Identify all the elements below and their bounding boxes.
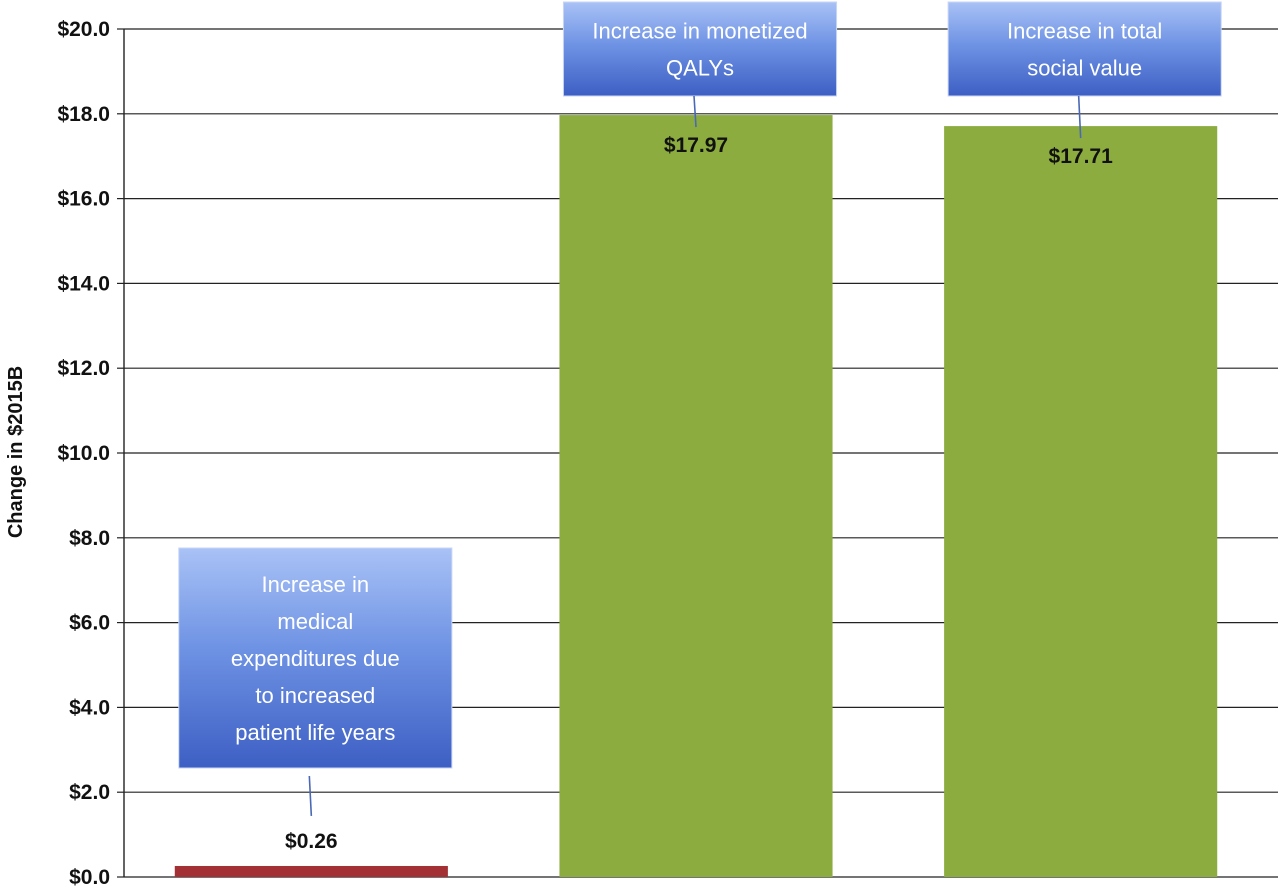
callouts: Increase in medical expenditures due to inc… — [178, 1, 1222, 817]
callout-text-line: patient life years — [235, 720, 395, 745]
y-tick-label: $14.0 — [57, 272, 110, 295]
callout-text-line: social value — [1027, 56, 1142, 81]
y-tick-label: $20.0 — [57, 18, 110, 41]
y-tick-label: $12.0 — [57, 357, 110, 380]
y-tick-label: $4.0 — [69, 696, 110, 719]
y-tick-label: $8.0 — [69, 527, 110, 550]
callout-text-line: QALYs — [666, 56, 734, 81]
y-tick-label: $6.0 — [69, 612, 110, 635]
callout-text-line: Increase in — [262, 572, 370, 597]
y-axis: $0.0 $2.0 $4.0 $6.0 $8.0 $10.0 $12.0 $14.0 $16.0… — [57, 18, 125, 889]
callout-text-line: medical — [277, 609, 353, 634]
callout-box-1 — [178, 547, 453, 769]
bars — [174, 115, 1218, 877]
data-labels: $0.26 $17.97 $17.71 — [285, 134, 1113, 853]
bar-2 — [559, 115, 833, 877]
callout-box-2 — [562, 1, 838, 97]
callout-box-3 — [947, 1, 1222, 97]
y-tick-label: $10.0 — [57, 442, 110, 465]
y-axis-title: Change in $2015B — [5, 366, 27, 538]
callout-text-line: Increase in total — [1007, 19, 1162, 44]
callout-connector-2 — [693, 95, 697, 128]
callout-text-line: Increase in monetized — [592, 19, 807, 44]
bar-1 — [174, 865, 448, 877]
y-tick-label: $0.0 — [69, 866, 110, 889]
y-tick-label: $16.0 — [57, 188, 110, 211]
bar-3 — [944, 126, 1218, 877]
callout-text-line: expenditures due — [231, 646, 400, 671]
data-label-3: $17.71 — [1049, 145, 1114, 168]
data-label-1: $0.26 — [285, 830, 338, 853]
callout-connector-3 — [1077, 95, 1082, 139]
y-tick-label: $2.0 — [69, 781, 110, 804]
callout-text-line: to increased — [255, 683, 375, 708]
y-tick-label: $18.0 — [57, 103, 110, 126]
callout-connector-1 — [308, 775, 313, 817]
data-label-2: $17.97 — [664, 134, 728, 157]
